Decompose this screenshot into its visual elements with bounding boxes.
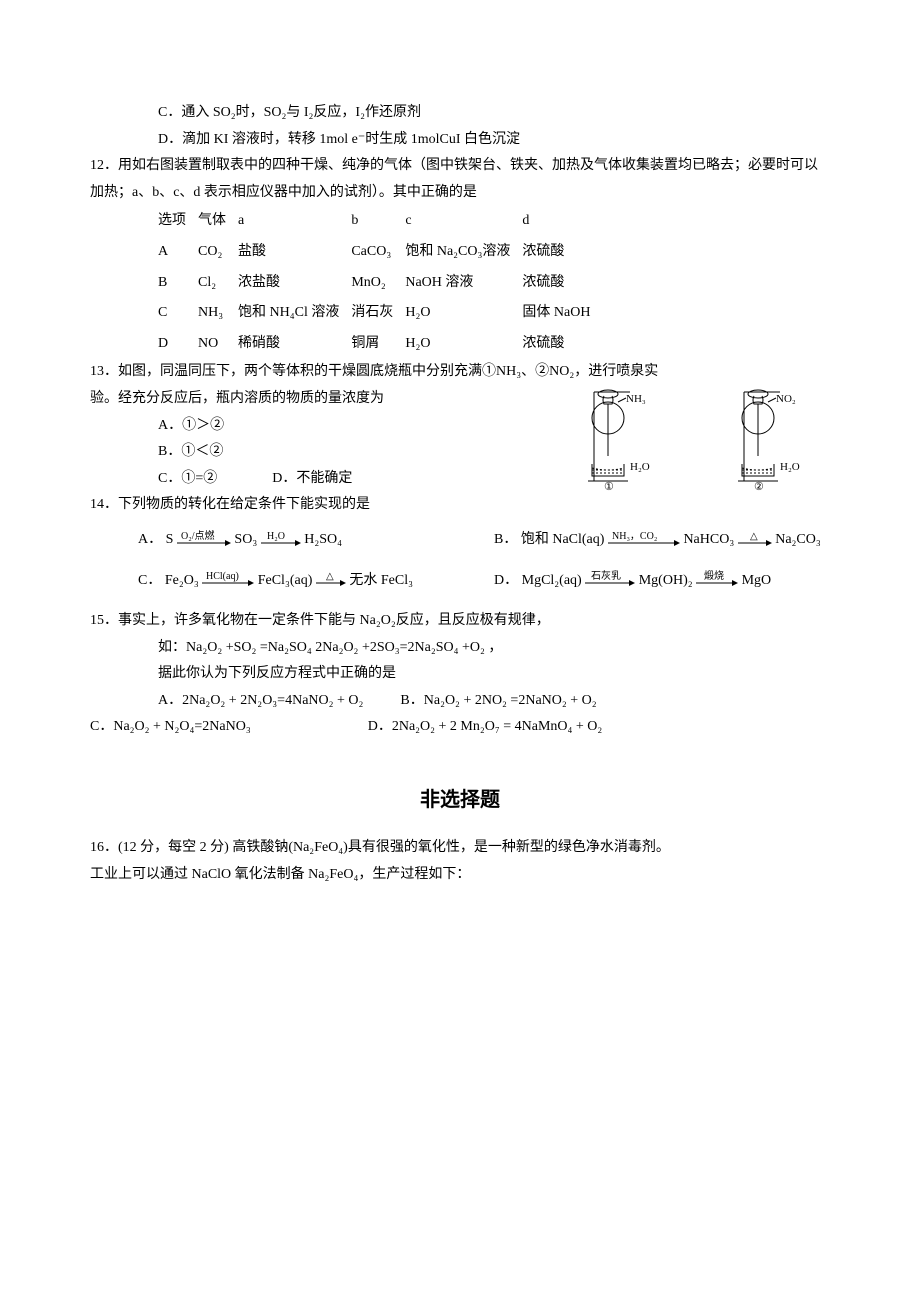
svg-text:△: △ [750,531,758,542]
svg-text:HCl(aq): HCl(aq) [206,571,239,582]
label-num2: ② [754,481,764,491]
arrow-icon: H₂O [261,529,301,551]
label-nh3: NH₃ [626,393,646,405]
q16-line2: 工业上可以通过 NaClO 氧化法制备 Na₂FeO₄，生产过程如下： [90,862,830,889]
q13-stem-line1: 13．如图，同温同压下，两个等体积的干燥圆底烧瓶中分别充满①NH₃、②NO₂，进… [90,359,830,386]
q15-example: 如：Na₂O₂ +SO₂ =Na₂SO₄ 2Na₂O₂ +2SO₃=2Na₂SO… [90,635,830,662]
arrow-icon: NH₃，CO₂ [608,529,680,551]
table-row: 选项 气体 a b c d [158,206,602,237]
q13-option-c: C．①=② [158,471,217,486]
q15-option-d: D．2Na₂O₂ + 2 Mn₂O₇ = 4NaMnO₄ + O₂ [368,719,603,734]
label-no2: NO₂ [776,393,796,405]
arrow-icon: △ [738,529,772,551]
svg-text:O₂/点燃: O₂/点燃 [181,529,215,542]
svg-text:NH₃，CO₂: NH₃，CO₂ [612,531,657,542]
flask-no2-icon: NO₂ H₂O ② [710,386,830,491]
q14-option-d: D． MgCl₂(aq) 石灰乳 Mg(OH)₂ 煅烧 MgO [494,568,830,595]
q14-options: A． S O₂/点燃 SO₃ H₂O H₂SO₄ B． 饱和 NaCl(aq) … [90,527,830,594]
q15-option-ab: A．2Na₂O₂ + 2N₂O₃=4NaNO₂ + O₂ B．Na₂O₂ + 2… [90,688,830,715]
q13-option-d: D．不能确定 [272,471,352,486]
th-d: d [522,206,602,237]
q15-stem: 15．事实上，许多氧化物在一定条件下能与 Na₂O₂反应，且反应极有规律， [90,608,830,635]
svg-text:H₂O: H₂O [267,531,285,542]
q11-option-d: D．滴加 KI 溶液时，转移 1mol e⁻时生成 1molCuI 白色沉淀 [90,127,830,154]
arrow-icon: △ [316,569,346,591]
arrow-icon: HCl(aq) [202,569,254,591]
q14-option-b: B． 饱和 NaCl(aq) NH₃，CO₂ NaHCO₃ △ Na₂CO₃ [494,527,830,554]
q14-option-c: C． Fe₂O₃ HCl(aq) FeCl₃(aq) △ 无水 FeCl₃ [138,568,474,595]
arrow-icon: O₂/点燃 [177,529,231,551]
q15-option-c: C．Na₂O₂ + N₂O₄=2NaNO₃ [90,719,251,734]
th-b: b [351,206,405,237]
table-row: C NH₃ 饱和 NH₄Cl 溶液 消石灰 H₂O 固体 NaOH [158,298,602,329]
q12-stem: 12．用如右图装置制取表中的四种干燥、纯净的气体（图中铁架台、铁夹、加热及气体收… [90,153,830,206]
table-row: B Cl₂ 浓盐酸 MnO₂ NaOH 溶液 浓硫酸 [158,268,602,299]
th-opt: 选项 [158,206,198,237]
q11-option-c: C．通入 SO₂时，SO₂与 I₂反应，I₂作还原剂 [90,100,830,127]
q14-option-a: A． S O₂/点燃 SO₃ H₂O H₂SO₄ [138,527,474,554]
q13-figure: NH₃ H₂O ① NO₂ H₂O ② [560,386,830,491]
svg-text:煅烧: 煅烧 [704,569,724,582]
q15-option-cd: C．Na₂O₂ + N₂O₄=2NaNO₃ D．2Na₂O₂ + 2 Mn₂O₇… [90,714,830,741]
table-row: A CO₂ 盐酸 CaCO₃ 饱和 Na₂CO₃溶液 浓硫酸 [158,237,602,268]
th-gas: 气体 [198,206,238,237]
th-a: a [238,206,351,237]
label-h2o: H₂O [630,461,650,473]
section-title: 非选择题 [90,781,830,819]
label-h2o: H₂O [780,461,800,473]
label-num1: ① [604,481,614,491]
q14-stem: 14．下列物质的转化在给定条件下能实现的是 [90,492,830,519]
th-c: c [405,206,522,237]
q16-line1: 16．(12 分，每空 2 分) 高铁酸钠(Na₂FeO₄)具有很强的氧化性，是… [90,835,830,862]
svg-text:石灰乳: 石灰乳 [591,569,621,582]
q12-table: 选项 气体 a b c d A CO₂ 盐酸 CaCO₃ 饱和 Na₂CO₃溶液… [158,206,602,359]
flask-nh3-icon: NH₃ H₂O ① [560,386,680,491]
q15-ask: 据此你认为下列反应方程式中正确的是 [90,661,830,688]
svg-text:△: △ [326,571,334,582]
table-row: D NO 稀硝酸 铜屑 H₂O 浓硫酸 [158,329,602,360]
arrow-icon: 石灰乳 [585,569,635,591]
arrow-icon: 煅烧 [696,569,738,591]
q15-option-a: A．2Na₂O₂ + 2N₂O₃=4NaNO₂ + O₂ [158,693,363,708]
q15-option-b: B．Na₂O₂ + 2NO₂ =2NaNO₂ + O₂ [400,693,596,708]
